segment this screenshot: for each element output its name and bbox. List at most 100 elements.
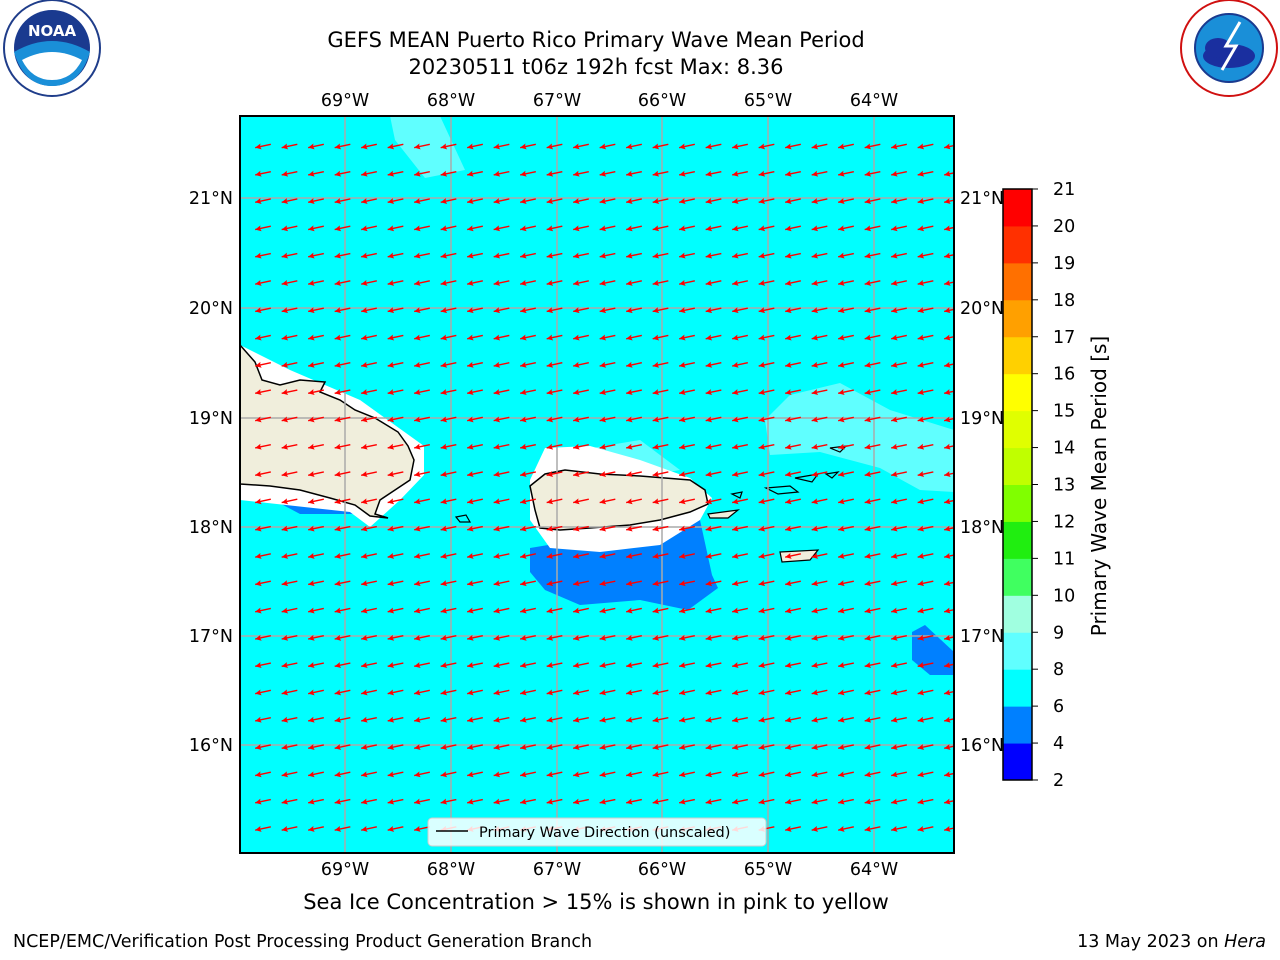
wave-arrow: [308, 771, 324, 778]
wave-arrow: [758, 771, 775, 778]
wave-arrow: [440, 798, 457, 805]
wave-arrow: [520, 498, 536, 505]
wave-arrow: [626, 716, 642, 723]
wave-arrow: [493, 689, 510, 696]
wave-arrow: [467, 662, 483, 669]
wave-arrow: [573, 689, 589, 696]
wave-arrow: [573, 634, 589, 641]
wave-arrow: [811, 279, 828, 286]
wave-arrow: [785, 143, 801, 150]
wave-arrow: [281, 170, 298, 177]
wave-arrow: [255, 744, 271, 750]
wave-arrow: [467, 143, 483, 150]
wave-arrow: [811, 416, 828, 423]
wave-arrow: [467, 225, 483, 232]
wave-arrow: [679, 170, 695, 177]
wave-arrow: [944, 252, 954, 259]
wave-arrow: [520, 198, 536, 204]
wave-arrow: [599, 252, 616, 259]
wave-arrow: [944, 825, 954, 832]
wave-arrow: [864, 252, 881, 259]
wave-arrow: [493, 498, 510, 505]
wave-arrow: [546, 798, 563, 805]
wave-arrow: [626, 443, 642, 450]
wave-arrow: [732, 798, 748, 805]
wave-arrow: [732, 361, 748, 368]
lon-label-top: 64°W: [850, 91, 898, 111]
wave-arrow: [758, 662, 775, 669]
wave-arrow: [864, 552, 881, 559]
wave-arrow: [917, 580, 934, 587]
wave-arrow: [917, 198, 934, 204]
wave-arrow: [334, 389, 351, 396]
chart-title: GEFS MEAN Puerto Rico Primary Wave Mean …: [327, 28, 865, 52]
wave-arrow: [546, 170, 563, 177]
wave-arrow: [308, 825, 324, 832]
wave-arrow: [891, 744, 907, 750]
wave-arrow: [679, 389, 695, 396]
wave-arrow: [891, 552, 907, 559]
wave-arrow: [891, 607, 907, 614]
colorbar-tick-label: 15: [1053, 402, 1075, 422]
colorbar-segment: [1003, 410, 1032, 449]
wave-arrow: [467, 471, 483, 477]
wave-arrow: [308, 252, 324, 259]
wave-arrow: [652, 607, 669, 614]
wave-arrow: [546, 334, 563, 341]
wave-arrow: [758, 361, 775, 368]
wave-arrow: [599, 225, 616, 232]
wave-arrow: [573, 279, 589, 286]
wave-arrow: [944, 771, 954, 778]
wave-arrow: [732, 143, 748, 150]
virgin-islands: [763, 485, 800, 495]
wave-arrow: [387, 307, 404, 314]
wave-arrow: [546, 416, 563, 423]
lon-label-bottom: 69°W: [321, 860, 369, 880]
wave-arrow: [758, 634, 775, 641]
wave-arrow: [255, 607, 271, 614]
wave-arrow: [414, 580, 430, 587]
colorbar-tick-label: 13: [1053, 476, 1075, 496]
wave-arrow: [705, 416, 722, 423]
wave-arrow: [599, 662, 616, 669]
wave-arrow: [785, 825, 801, 832]
wave-arrow: [361, 198, 377, 204]
wave-arrow: [599, 552, 616, 559]
wave-arrow: [520, 689, 536, 696]
wave-arrow: [414, 771, 430, 778]
wave-arrow: [414, 416, 430, 423]
wave-arrow: [811, 716, 828, 723]
colorbar-tick-label: 18: [1053, 291, 1075, 311]
footer-credit: NCEP/EMC/Verification Post Processing Pr…: [13, 932, 593, 952]
wave-arrow: [917, 143, 934, 150]
wave-arrow: [785, 334, 801, 341]
lat-label-right: 21°N: [960, 189, 1004, 209]
wave-arrow: [440, 307, 457, 314]
footer-date-text: 13 May 2023 on: [1077, 932, 1225, 952]
wave-arrow: [652, 252, 669, 259]
wave-arrow: [599, 279, 616, 286]
wave-arrow: [917, 798, 934, 805]
wave-arrow: [308, 471, 324, 477]
colorbar-segment: [1003, 299, 1032, 338]
wave-arrow: [387, 198, 404, 204]
map-frame: [239, 115, 955, 854]
wave-arrow: [599, 361, 616, 368]
wave-arrow: [626, 634, 642, 641]
wave-arrow: [732, 170, 748, 177]
wave-arrow: [944, 689, 954, 696]
wave-arrow: [838, 225, 854, 232]
wave-arrow: [334, 279, 351, 286]
wave-arrow: [705, 689, 722, 696]
wave-arrow: [281, 143, 298, 150]
wave-arrow: [732, 416, 748, 423]
culebra-island: [730, 491, 743, 499]
wave-arrow: [361, 744, 377, 750]
wave-arrow: [281, 580, 298, 587]
wave-arrow: [414, 552, 430, 559]
lon-label-top: 65°W: [744, 91, 792, 111]
wave-arrow: [891, 662, 907, 669]
wave-arrow: [758, 170, 775, 177]
colorbar-tick-label: 16: [1053, 365, 1075, 385]
wave-arrow: [467, 771, 483, 778]
